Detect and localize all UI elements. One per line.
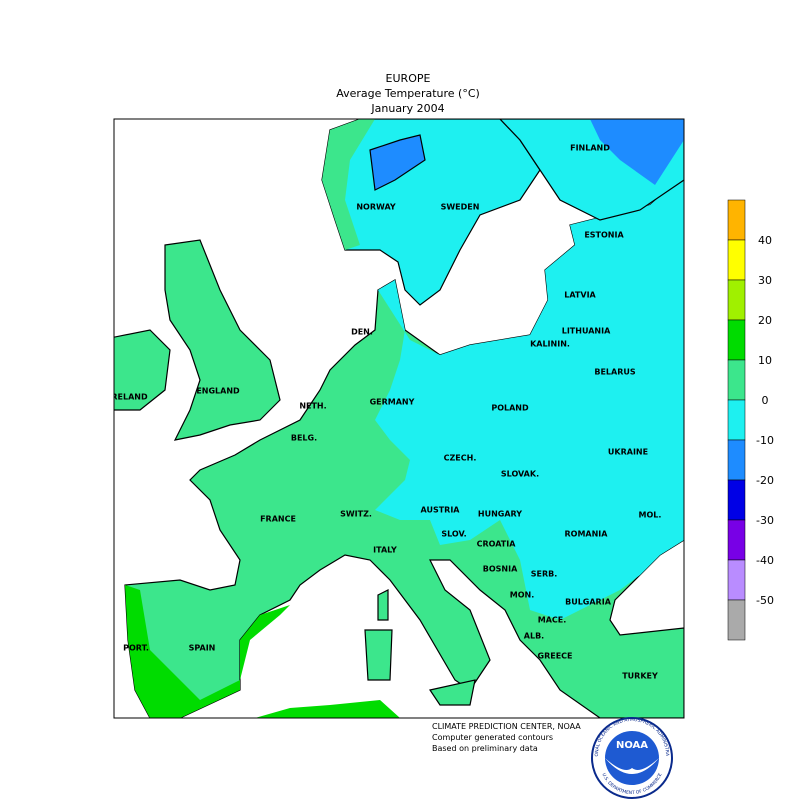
colorbar-bin — [727, 439, 746, 481]
country-label: NETH. — [299, 402, 326, 411]
country-label: BELARUS — [594, 368, 636, 377]
logo-text: NOAA — [616, 740, 648, 751]
country-label: PORT. — [123, 644, 149, 653]
country-label: LATVIA — [564, 291, 596, 300]
country-label: FRANCE — [260, 515, 296, 524]
colorbar-label: -30 — [756, 514, 774, 527]
land-region — [377, 589, 389, 621]
land-region — [364, 629, 393, 681]
colorbar-label: 30 — [758, 274, 772, 287]
country-label: ESTONIA — [584, 231, 624, 240]
country-label: LITHUANIA — [562, 327, 611, 336]
map-frame — [113, 118, 685, 719]
country-label: IRELAND — [108, 393, 148, 402]
country-label: ENGLAND — [196, 387, 240, 396]
country-label: DEN. — [351, 328, 373, 337]
country-label: BELG. — [291, 434, 317, 443]
country-label: CROATIA — [477, 540, 517, 549]
colorbar-bin — [727, 599, 746, 641]
colorbar-label: 10 — [758, 354, 772, 367]
country-label: SERB. — [531, 570, 558, 579]
country-label: ITALY — [373, 546, 397, 555]
map: NORWAY SWEDEN FINLAND ESTONIA LATVIA LITHUANI… — [108, 119, 684, 718]
colorbar-bin — [727, 559, 746, 601]
colorbar-bin — [727, 199, 746, 241]
temperature-zone — [125, 585, 290, 718]
colorbar-label: -20 — [756, 474, 774, 487]
country-label: FINLAND — [570, 144, 610, 153]
country-label: SLOVAK. — [501, 470, 539, 479]
credit-line: Computer generated contours — [432, 733, 553, 742]
land-region — [164, 239, 281, 441]
date: January 2004 — [370, 102, 444, 115]
country-label: UKRAINE — [608, 448, 648, 457]
country-label: MACE. — [538, 616, 567, 625]
colorbar-label: 0 — [762, 394, 769, 407]
colorbar-bin — [727, 479, 746, 521]
country-label: AUSTRIA — [421, 506, 461, 515]
country-label: MON. — [510, 591, 535, 600]
colorbar-label: -50 — [756, 594, 774, 607]
colorbar-label: 20 — [758, 314, 772, 327]
country-label: TURKEY — [622, 672, 658, 681]
temperature-zone — [369, 134, 426, 191]
country-label: ROMANIA — [565, 530, 609, 539]
country-label: SWEDEN — [441, 203, 480, 212]
colorbar-bin — [727, 319, 746, 361]
country-label: SPAIN — [189, 644, 216, 653]
country-label: POLAND — [491, 404, 529, 413]
colorbar: 40 30 20 10 0 -10 -20 -30 -40 -50 — [727, 199, 774, 641]
temperature-zone — [255, 700, 400, 718]
colorbar-label: -10 — [756, 434, 774, 447]
temperature-zone — [322, 119, 375, 250]
country-label: SLOV. — [441, 530, 466, 539]
country-label: BOSNIA — [483, 565, 518, 574]
country-label: GREECE — [538, 652, 573, 661]
colorbar-bin — [727, 239, 746, 281]
credit-line: Based on preliminary data — [432, 744, 538, 753]
country-labels: NORWAY SWEDEN FINLAND ESTONIA LATVIA LITHUANI… — [108, 144, 662, 681]
country-label: BULGARIA — [565, 598, 612, 607]
colorbar-bin — [727, 279, 746, 321]
country-label: MOL. — [639, 511, 662, 520]
country-label: KALININ. — [530, 340, 570, 349]
country-label: HUNGARY — [478, 510, 522, 519]
temperature-zone — [375, 175, 684, 620]
land-region — [114, 329, 171, 411]
colorbar-label: -40 — [756, 554, 774, 567]
colorbar-bin — [727, 519, 746, 561]
subtitle: Average Temperature (°C) — [336, 87, 480, 100]
land-region — [429, 679, 476, 706]
country-label: ALB. — [524, 632, 544, 641]
credit-line: CLIMATE PREDICTION CENTER, NOAA — [432, 722, 581, 731]
country-label: GERMANY — [370, 398, 415, 407]
temperature-zone — [590, 119, 684, 185]
colorbar-bin — [727, 359, 746, 401]
country-label: CZECH. — [444, 454, 477, 463]
title: EUROPE — [386, 72, 431, 85]
colorbar-label: 40 — [758, 234, 772, 247]
country-label: SWITZ. — [340, 510, 372, 519]
colorbar-bin — [727, 399, 746, 441]
country-label: NORWAY — [356, 203, 396, 212]
